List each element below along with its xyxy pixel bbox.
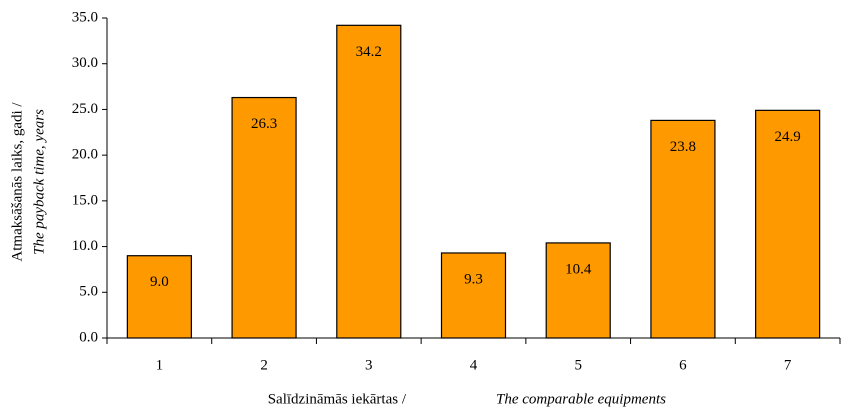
value-label: 34.2 bbox=[356, 44, 382, 60]
x-axis-label: Salīdzināmās iekārtas / bbox=[268, 391, 407, 407]
bar bbox=[336, 24, 402, 339]
x-tick-label: 6 bbox=[679, 357, 687, 373]
y-axis-label-italic: The payback time, years bbox=[31, 109, 47, 255]
x-tick-label: 3 bbox=[365, 357, 373, 373]
value-label: 10.4 bbox=[565, 261, 592, 277]
bar bbox=[231, 96, 297, 339]
y-tick-label: 30.0 bbox=[72, 55, 98, 71]
value-label: 26.3 bbox=[251, 116, 277, 132]
value-label: 24.9 bbox=[775, 129, 801, 145]
x-tick-label: 7 bbox=[784, 357, 792, 373]
y-tick-label: 5.0 bbox=[79, 284, 98, 300]
value-label: 9.0 bbox=[150, 274, 169, 290]
value-label: 9.3 bbox=[464, 271, 483, 287]
y-tick-label: 35.0 bbox=[72, 9, 98, 25]
x-tick-label: 5 bbox=[574, 357, 582, 373]
x-tick-label: 4 bbox=[470, 357, 478, 373]
y-axis-label: Atmaksāšanās laiks, gadi / bbox=[9, 102, 25, 262]
x-tick-label: 2 bbox=[260, 357, 268, 373]
x-axis-label-italic: The comparable equipments bbox=[496, 391, 666, 407]
y-tick-label: 20.0 bbox=[72, 147, 98, 163]
x-tick-label: 1 bbox=[156, 357, 164, 373]
y-tick-label: 10.0 bbox=[72, 238, 98, 254]
bar bbox=[545, 242, 611, 339]
y-tick-label: 15.0 bbox=[72, 192, 98, 208]
bar bbox=[126, 255, 192, 339]
y-tick-label: 0.0 bbox=[79, 329, 98, 345]
bar bbox=[440, 252, 507, 339]
value-label: 23.8 bbox=[670, 139, 696, 155]
y-tick-label: 25.0 bbox=[72, 101, 98, 117]
